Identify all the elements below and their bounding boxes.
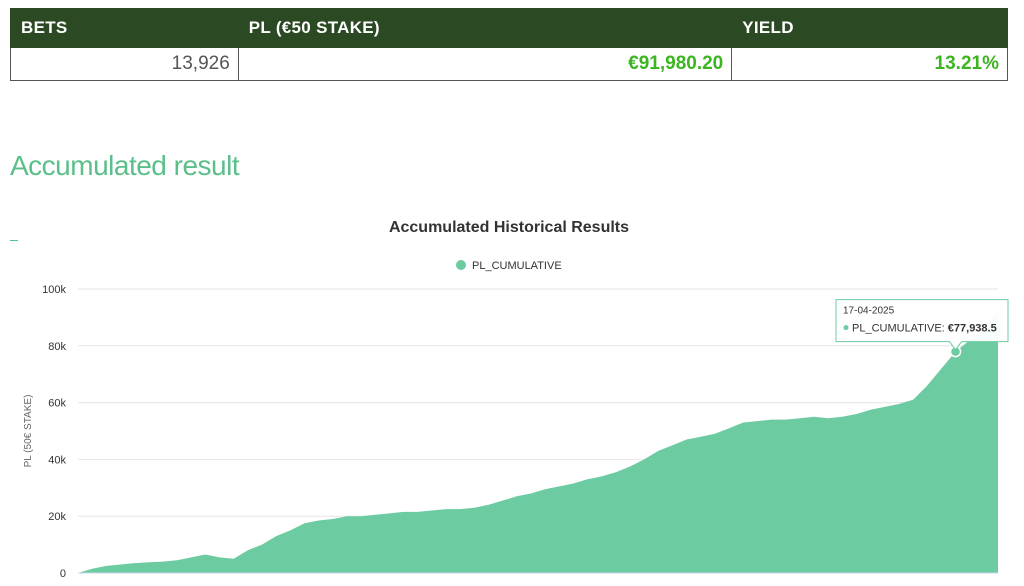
chart-title: Accumulated Historical Results [389,219,629,236]
legend[interactable]: PL_CUMULATIVE [456,260,562,272]
yield-header: YIELD [731,8,1008,48]
y-tick-label: 80k [48,341,66,353]
y-tick-label: 60k [48,398,66,410]
tooltip-box [835,299,1009,351]
stats-value-row: 13,926 €91,980.20 13.21% [10,47,1008,81]
bets-value: 13,926 [10,47,239,81]
tooltip-date: 17-04-2025 [843,306,895,317]
tooltip-series: PL_CUMULATIVE [852,323,942,335]
tooltip-sep: : [942,323,948,335]
pl-header: PL (€50 STAKE) [237,8,733,48]
series-area [78,311,998,573]
bets-header: BETS [10,8,239,48]
tooltip-value: €77,938.5 [948,323,997,335]
y-tick-label: 40k [48,454,66,466]
tooltip-marker [843,325,849,331]
y-axis: 0 20k 40k 60k 80k 100k [42,284,66,580]
tooltip: 17-04-2025 PL_CUMULATIVE: €77,938.5 [835,299,1009,351]
pl-value: €91,980.20 [237,47,733,81]
y-axis-label: PL (50€ STAKE) [23,395,34,468]
stats-header-row: BETS PL (€50 STAKE) YIELD [10,8,1008,48]
y-tick-label: 100k [42,284,66,296]
y-tick-label: 20k [48,511,66,523]
stats-table: BETS PL (€50 STAKE) YIELD 13,926 €91,980… [10,8,1008,81]
legend-marker [456,260,466,270]
y-tick-label: 0 [60,568,66,580]
legend-label[interactable]: PL_CUMULATIVE [472,260,562,272]
section-title: Accumulated result [10,150,240,181]
accumulated-chart[interactable]: Accumulated Historical Results PL_CUMULA… [0,200,1024,586]
tooltip-line: PL_CUMULATIVE: €77,938.5 [852,323,997,335]
section-divider [10,240,18,241]
yield-value: 13.21% [731,47,1008,81]
